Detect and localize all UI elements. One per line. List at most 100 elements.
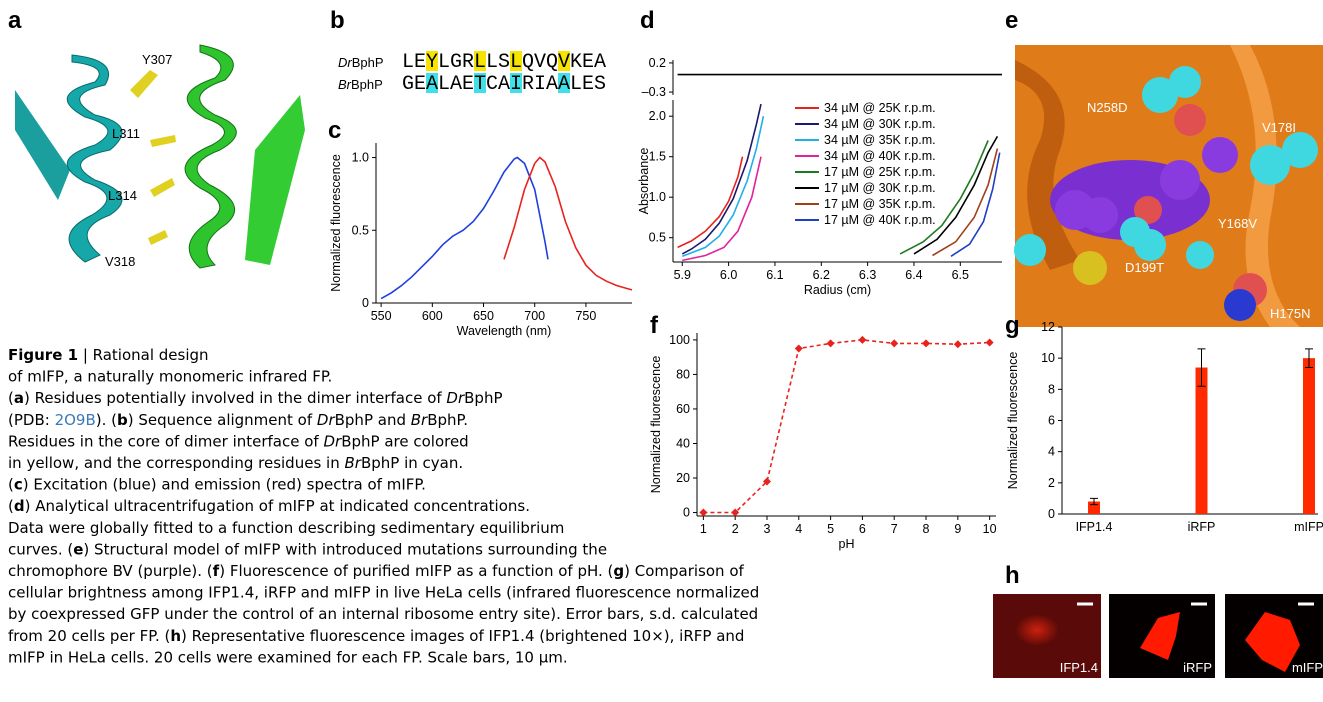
panel-label: g (1005, 312, 1020, 339)
y-tick-label: 40 (676, 436, 690, 450)
bar (1195, 367, 1208, 514)
caption-text: f (213, 562, 220, 580)
y-tick-label: 0 (362, 296, 369, 310)
caption-text: Br (344, 454, 361, 472)
residue-label: N258D (1087, 100, 1127, 115)
x-tick-label: 1 (700, 522, 707, 536)
caption-text: Residues in the core of dimer interface … (8, 432, 323, 450)
caption-line: in yellow, and the corresponding residue… (8, 454, 463, 472)
species-genus: Dr (338, 55, 352, 70)
x-tick-label: 6.4 (905, 268, 922, 282)
residue-label: Y168V (1218, 216, 1257, 231)
y-tick-label: 6 (1048, 414, 1055, 428)
x-tick-label: 6 (859, 522, 866, 536)
legend-label: 34 µM @ 35K r.p.m. (824, 133, 936, 147)
x-tick-label: 650 (473, 309, 494, 323)
legend-label: 17 µM @ 25K r.p.m. (824, 165, 936, 179)
panel-label: a (8, 7, 22, 34)
y-axis-label: Normalized fluorescence (649, 356, 663, 494)
residue-label: H175N (1270, 306, 1310, 321)
data-line (682, 116, 765, 258)
data-point (858, 335, 867, 344)
caption-text: BphP. (427, 411, 468, 429)
caption-line: Residues in the core of dimer interface … (8, 432, 469, 450)
legend-label: 34 µM @ 25K r.p.m. (824, 101, 936, 115)
x-tick-label: 7 (891, 522, 898, 536)
caption-text: from 20 cells per FP. ( (8, 627, 170, 645)
species-name: DrBphP (338, 55, 384, 70)
y-tick-label: 0.2 (649, 56, 666, 70)
structure-image-a: Y307 L311 L314 V318 (15, 44, 305, 269)
data-line (682, 156, 762, 262)
caption-text: (PDB: (8, 411, 55, 429)
y-tick-label: 1.5 (649, 150, 666, 164)
data-point (699, 508, 708, 517)
caption-line: from 20 cells per FP. (h) Representative… (8, 627, 744, 645)
y-tick-label: –0.3 (642, 85, 666, 99)
image-label: mIFP (1292, 660, 1323, 675)
legend-label: 17 µM @ 40K r.p.m. (824, 213, 936, 227)
residue-highlight (426, 73, 438, 93)
panel-label: b (330, 7, 345, 34)
residue-label: V318 (105, 254, 135, 269)
caption-text: of mIFP, a naturally monomeric infrared … (8, 368, 332, 386)
caption-line: by coexpressed GFP under the control of … (8, 605, 758, 623)
x-tick-label: iRFP (1188, 520, 1216, 534)
legend-label: 34 µM @ 30K r.p.m. (824, 117, 936, 131)
caption-text: chromophore BV (purple). ( (8, 562, 213, 580)
caption-line: (a) Residues potentially involved in the… (8, 389, 503, 407)
caption-text: c (14, 476, 23, 494)
residue-highlight (474, 73, 486, 93)
y-tick-label: 0.5 (649, 231, 666, 245)
data-point (762, 477, 771, 486)
sequence: LEYLGRLLSLQVQVKEA (402, 51, 606, 74)
x-tick-label: 6.0 (720, 268, 737, 282)
x-tick-label: 700 (524, 309, 545, 323)
x-tick-label: 5 (827, 522, 834, 536)
panel-label: e (1005, 7, 1018, 34)
x-axis-label: pH (839, 537, 855, 551)
panel-label: h (1005, 562, 1020, 589)
data-line (681, 103, 762, 255)
legend-label: 17 µM @ 35K r.p.m. (824, 197, 936, 211)
caption-text: Dr (446, 389, 465, 407)
caption-text: BphP are colored (341, 432, 469, 450)
x-tick-label: 10 (983, 522, 997, 536)
caption-text: curves. ( (8, 540, 73, 558)
caption-text: ) Representative fluorescence images of … (181, 627, 744, 645)
structure-image-e: N258D V178I Y168V D199T H175N (1014, 45, 1323, 327)
caption-text: g (613, 562, 624, 580)
panel-label: f (650, 312, 659, 339)
y-tick-label: 1.0 (352, 151, 369, 165)
x-tick-label: 4 (795, 522, 802, 536)
caption-text: Data were globally fitted to a function … (8, 519, 564, 537)
species-protein: BphP (352, 55, 384, 70)
data-line (913, 136, 999, 255)
caption-text: 2O9B (55, 411, 96, 429)
residue-label: L314 (108, 188, 137, 203)
x-tick-label: 6.2 (813, 268, 830, 282)
y-tick-label: 0 (683, 506, 690, 520)
y-tick-label: 8 (1048, 382, 1055, 396)
caption-text: in yellow, and the corresponding residue… (8, 454, 344, 472)
caption-text: BphP (464, 389, 502, 407)
species-name: BrBphP (338, 77, 383, 92)
x-tick-label: 5.9 (674, 268, 691, 282)
fluorescence-image: IFP1.4 (993, 594, 1101, 678)
caption-text: e (73, 540, 83, 558)
residue-label: Y307 (142, 52, 172, 67)
data-point (794, 344, 803, 353)
caption-line: Figure 1 | Rational design (8, 346, 209, 364)
data-point (922, 339, 931, 348)
y-axis-label: Absorbance (637, 148, 651, 215)
residue-highlight (558, 51, 570, 71)
caption-text: d (14, 497, 25, 515)
error-bar (1197, 348, 1206, 387)
y-tick-label: 100 (669, 333, 690, 347)
x-tick-label: 6.3 (859, 268, 876, 282)
x-tick-label: 750 (575, 309, 596, 323)
residue-highlight (558, 73, 570, 93)
caption-text: ) Excitation (blue) and emission (red) s… (23, 476, 426, 494)
caption-line: cellular brightness among IFP1.4, iRFP a… (8, 584, 759, 602)
